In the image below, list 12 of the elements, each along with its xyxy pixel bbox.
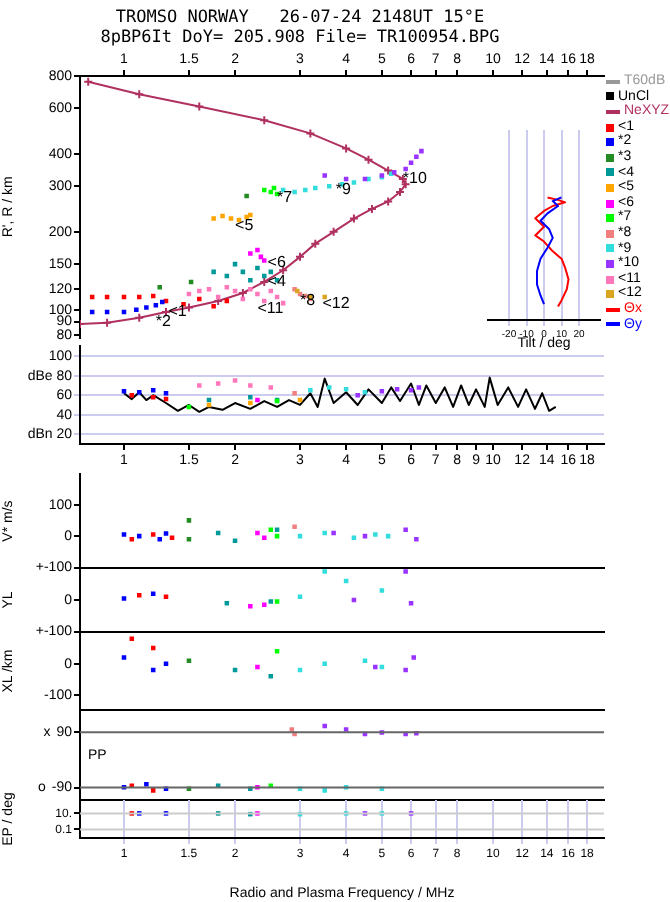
annotation: *8 xyxy=(300,291,317,310)
annotation: *10 xyxy=(402,168,428,187)
annotation: <12 xyxy=(322,293,351,312)
annotation: <5 xyxy=(235,215,255,234)
annotation: <4 xyxy=(267,272,287,291)
annotation: *7 xyxy=(277,187,294,206)
chart-subtitle: 8pBP6It DoY= 205.908 File= TR100954.BPG xyxy=(98,28,502,48)
annotation: <11 xyxy=(257,298,285,317)
chart-title: TROMSO NORWAY 26-07-24 2148UT 15°E xyxy=(113,8,487,28)
annotation: <6 xyxy=(267,253,287,272)
annotation: *2 xyxy=(155,311,173,330)
annotation: *9 xyxy=(335,180,352,199)
